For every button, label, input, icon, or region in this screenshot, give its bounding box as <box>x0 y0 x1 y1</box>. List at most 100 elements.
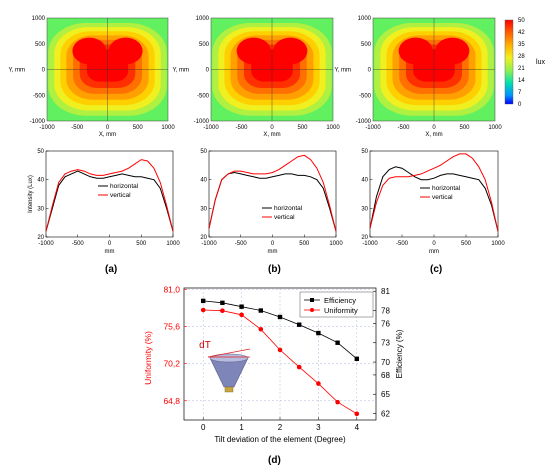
heatmap-y-tick: 1000 <box>32 16 46 22</box>
heatmap-x-label: X, mm <box>99 132 116 138</box>
data-point-Efficiency <box>220 300 225 306</box>
profile-chart-c: -1000 -500 0 500 1000 20 30 40 50 mm horizontal ver… <box>361 149 505 255</box>
profile-legend: horizontal vertical <box>420 185 461 201</box>
heatmap-y-tick: 500 <box>199 42 210 48</box>
panel-d-left-tick: 75,6 <box>163 322 180 332</box>
profile-x-tick: -500 <box>396 241 409 247</box>
heatmap-x-tick: 1000 <box>161 125 175 131</box>
series-line-vertical <box>369 153 499 232</box>
heatmap-hot-lobe <box>72 37 107 65</box>
heatmap-hot-lobe <box>236 37 271 65</box>
panel-d-chart: 0 1 2 3 4 Tilt deviation of the element (Degr… <box>143 284 404 444</box>
data-point-Uniformity <box>220 308 225 313</box>
heatmap-hot-lobe <box>108 37 143 65</box>
panel-d-right-tick: 76 <box>381 319 390 328</box>
profile-x-tick: -500 <box>72 241 85 247</box>
heatmap-x-label: X, mm <box>425 132 442 138</box>
heatmap-x-tick: 1000 <box>326 125 340 131</box>
series-line-vertical <box>208 154 337 232</box>
heatmap-frame <box>46 17 169 122</box>
profile-chart-b: -1000 -500 0 500 1000 20 30 40 50 mm horizontal ver… <box>200 149 343 255</box>
profile-x-tick: -500 <box>235 241 248 247</box>
profile-x-tick: 500 <box>461 241 472 247</box>
legend-label: horizontal <box>432 185 461 192</box>
profile-y-tick: 50 <box>37 149 44 155</box>
colorbar-tick: 14 <box>518 78 525 84</box>
panel-d-x-label: Tilt deviation of the element (Degree) <box>214 435 346 444</box>
profile-x-tick: -1000 <box>201 241 217 247</box>
panel-label-c: (c) <box>430 264 443 275</box>
profile-x-tick: 500 <box>136 241 147 247</box>
panel-d-x-tick: 3 <box>316 423 321 432</box>
heatmap-x-tick: 0 <box>432 125 436 131</box>
data-point-Efficiency <box>335 340 340 345</box>
profile-x-tick: 0 <box>108 241 112 247</box>
colorbar-ticks: 50 42 35 28 21 14 7 0 <box>518 18 525 108</box>
panel-d-left-tick: 70,2 <box>163 359 180 369</box>
legend-label: horizontal <box>274 205 303 212</box>
colorbar-unit: lux <box>536 59 545 66</box>
profile-y-tick: 20 <box>37 235 44 241</box>
panel-d-x-tick: 2 <box>278 423 283 432</box>
lamp-rim <box>209 353 249 363</box>
profile-legend: horizontal vertical <box>262 205 303 221</box>
profile-x-label: mm <box>429 249 439 255</box>
heatmap-x-tick: 500 <box>459 125 470 131</box>
profile-y-label: Intensity (Lux) <box>28 175 34 213</box>
panel-d-x-tick: 1 <box>239 423 244 432</box>
heatmap-y-tick: 0 <box>42 68 46 74</box>
profile-x-tick: -1000 <box>362 241 378 247</box>
legend-box <box>299 291 374 318</box>
heatmap-x-tick: -1000 <box>365 125 381 131</box>
panel-d-right-tick: 62 <box>381 410 390 419</box>
profile-y-tick: 40 <box>37 178 44 184</box>
profile-y-tick: 30 <box>37 206 44 212</box>
legend-label: horizontal <box>110 183 139 190</box>
heatmap-x-tick: -500 <box>235 125 248 131</box>
heatmap-b: -1000 -500 0 500 1000 1000 500 0 -500 -1000 X, mm Y… <box>172 16 340 138</box>
data-point-Uniformity <box>335 399 340 405</box>
heatmap-hot-lobe <box>435 37 470 65</box>
series-line-horizontal <box>45 170 174 232</box>
data-point-Uniformity <box>296 364 302 370</box>
heatmap-y-tick: 0 <box>206 68 210 74</box>
panel-d-right-tick: 70 <box>381 358 390 367</box>
heatmap-x-tick: -1000 <box>203 125 219 131</box>
heatmap-c: -1000 -500 0 500 1000 1000 500 0 -500 -1000 X, mm Y… <box>334 16 502 138</box>
panel-d-left-label: Uniformity (%) <box>143 331 153 385</box>
data-point-Efficiency <box>239 304 244 309</box>
colorbar-tick: 0 <box>518 102 522 108</box>
heatmap-y-label: Y, mm <box>172 68 189 74</box>
data-point-Uniformity <box>200 307 206 313</box>
profile-x-label: mm <box>105 249 115 255</box>
panel-d-right-tick: 81 <box>381 287 390 296</box>
profile-y-tick: 40 <box>361 178 368 184</box>
heatmap-y-tick: -1000 <box>356 119 372 125</box>
colorbar-tick: 21 <box>518 66 525 72</box>
panel-d-x-tick: 0 <box>201 423 206 432</box>
heatmap-x-tick: 0 <box>106 125 110 131</box>
colorbar-tick: 7 <box>518 90 522 96</box>
legend-label: vertical <box>110 192 131 199</box>
legend-marker-Uniformity <box>310 308 314 312</box>
heatmap-y-tick: -1000 <box>30 119 46 125</box>
heatmap-row: -1000 -500 0 500 1000 1000 500 0 -500 -1000 X, mm Y… <box>8 16 502 138</box>
lamp-illustration <box>207 348 251 393</box>
colorbar: 50 42 35 28 21 14 7 0 lux <box>504 18 545 108</box>
lamp-base <box>224 386 234 393</box>
heatmap-y-tick: 500 <box>35 42 46 48</box>
panel-label-d: (d) <box>268 455 281 466</box>
heatmap-x-tick: 0 <box>270 125 274 131</box>
profile-x-tick: 0 <box>432 241 436 247</box>
heatmap-y-tick: -1000 <box>194 119 210 125</box>
profile-frame <box>369 150 499 238</box>
data-point-Efficiency <box>297 322 302 327</box>
panel-d-left-tick: 81,0 <box>163 284 180 294</box>
colorbar-tick: 42 <box>518 30 525 36</box>
data-point-Efficiency <box>201 298 206 304</box>
profile-x-label: mm <box>268 249 278 255</box>
heatmap-hot-lobe <box>398 37 433 65</box>
panel-d-right-tick: 68 <box>381 371 390 380</box>
colorbar-gradient <box>504 19 514 105</box>
